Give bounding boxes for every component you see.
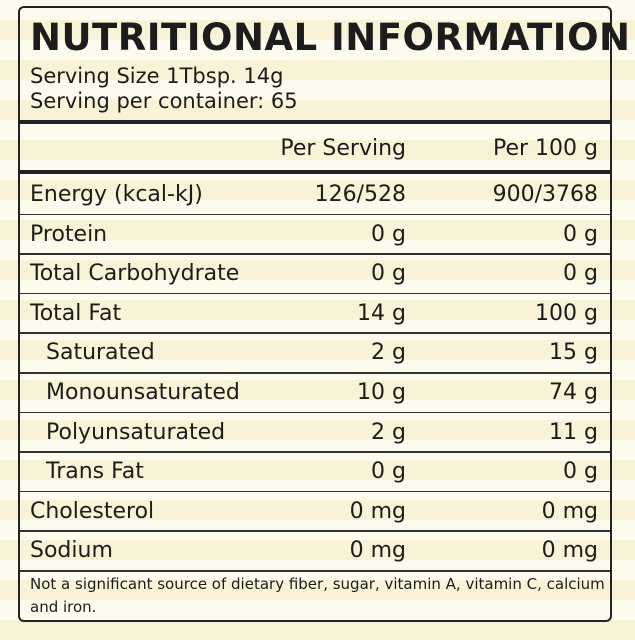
per-serving: 0 g xyxy=(371,261,406,287)
row-divider xyxy=(20,332,610,334)
column-header: Per Serving xyxy=(280,136,406,161)
per-serving: 126/528 xyxy=(314,182,406,207)
per-serving: 0 mg xyxy=(349,498,406,524)
nutrient-name: Monounsaturated xyxy=(46,380,240,405)
row-divider xyxy=(20,490,610,493)
nutrient-name: Total Carbohydrate xyxy=(30,261,240,287)
per-serving: 0 g xyxy=(371,459,406,485)
per-serving: 2 g xyxy=(371,340,406,366)
nutrient-name: Protein xyxy=(30,221,108,247)
per-serving: 14 g xyxy=(357,300,406,326)
per-serving: 10 g xyxy=(357,380,406,405)
row-divider xyxy=(20,372,610,374)
per-100g: 0 g xyxy=(563,261,598,287)
row-divider xyxy=(20,213,610,216)
per-100g: 0 mg xyxy=(541,498,598,524)
row-divider xyxy=(20,570,610,572)
footnote: Not a significant source of dietary fibe… xyxy=(30,575,605,616)
per-serving: 2 g xyxy=(371,419,406,445)
column-header: Per 100 g xyxy=(492,136,598,161)
nutrient-name: Polyunsaturated xyxy=(46,419,226,445)
per-100g: 15 g xyxy=(549,340,598,366)
rule xyxy=(20,170,610,174)
row-divider xyxy=(20,530,610,532)
nutrient-name: Saturated xyxy=(46,340,155,366)
per-serving: 0 mg xyxy=(349,538,406,564)
per-serving: 0 g xyxy=(371,221,406,247)
row-divider xyxy=(20,411,610,414)
nutrient-name: Trans Fat xyxy=(46,459,144,485)
serving-size: Serving Size 1Tbsp. 14g xyxy=(30,64,284,88)
per-100g: 0 mg xyxy=(541,538,598,564)
nutrition-label: NUTRITIONAL INFORMATION Serving Size 1Tb… xyxy=(18,6,630,622)
title: NUTRITIONAL INFORMATION xyxy=(30,16,631,59)
nutrient-name: Cholesterol xyxy=(30,498,155,524)
rule xyxy=(20,120,610,124)
per-100g: 74 g xyxy=(549,380,598,405)
per-100g: 0 g xyxy=(563,221,598,247)
row-divider xyxy=(20,451,610,453)
row-divider xyxy=(20,253,610,255)
nutrient-name: Total Fat xyxy=(30,300,122,326)
per-100g: 0 g xyxy=(563,459,598,485)
per-100g: 100 g xyxy=(535,300,598,326)
per-100g: 11 g xyxy=(549,419,598,445)
nutrient-name: Sodium xyxy=(30,538,113,564)
per-100g: 900/3768 xyxy=(492,182,598,207)
nutrient-name: Energy (kcal-kJ) xyxy=(30,182,203,207)
servings-per-container: Serving per container: 65 xyxy=(30,89,298,113)
row-divider xyxy=(20,292,610,295)
